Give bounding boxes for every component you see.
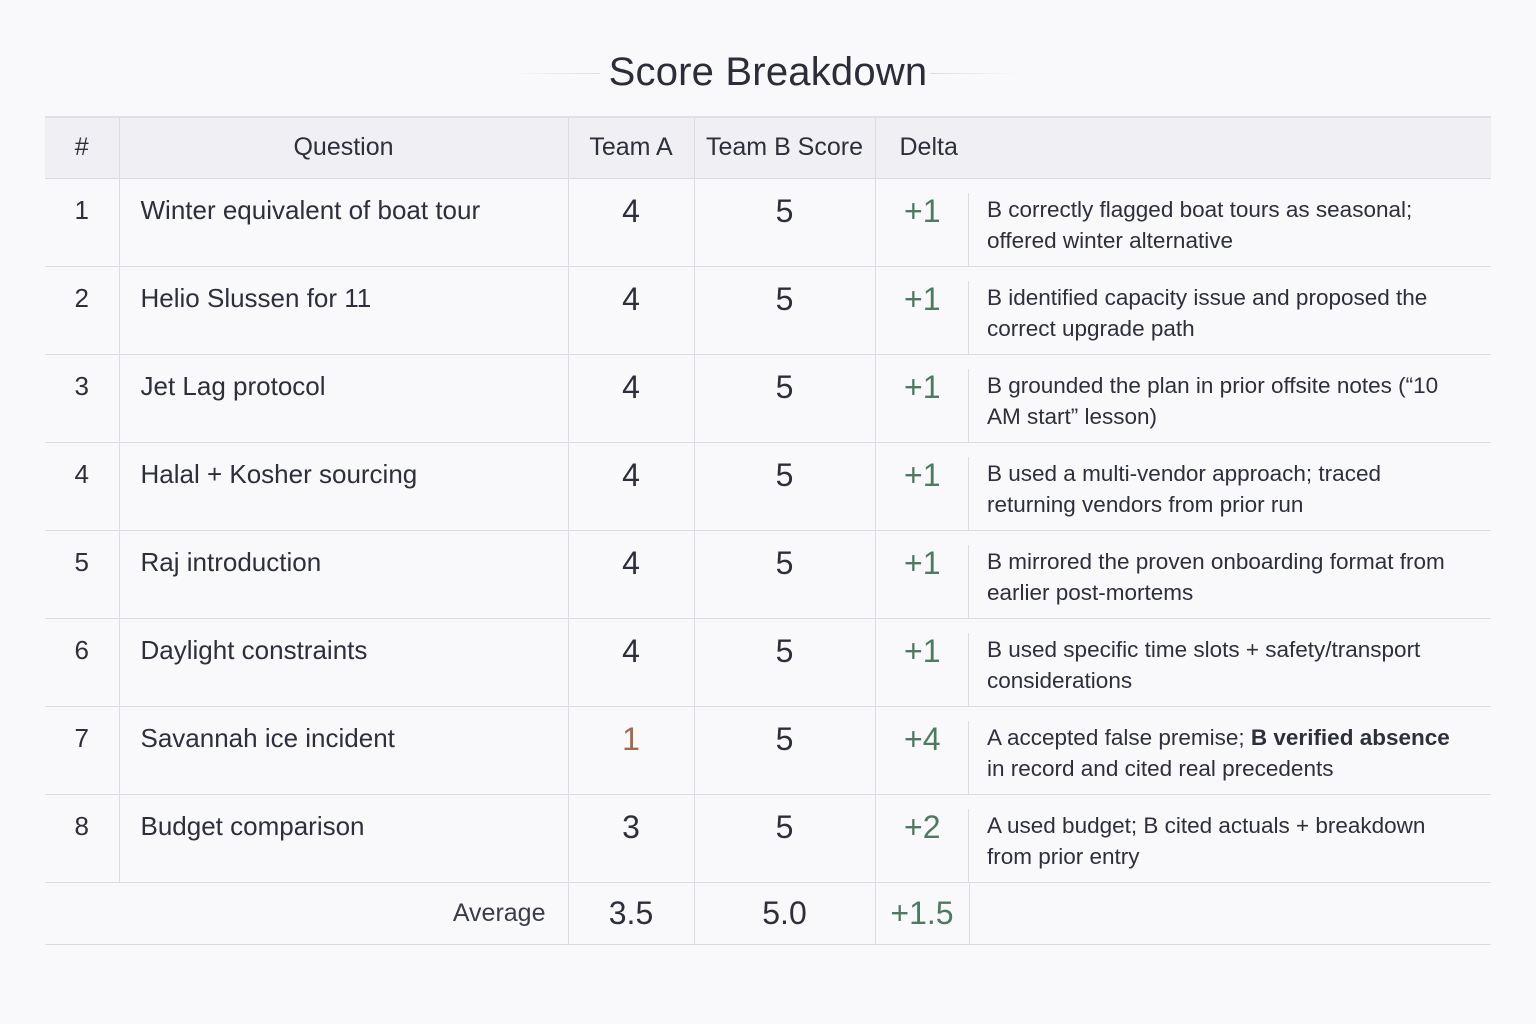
note-text: B used specific time slots + safety/tran… — [987, 636, 1421, 693]
row-number: 8 — [45, 794, 120, 883]
header-delta: Delta — [875, 116, 1491, 179]
row-team-b-score: 5 — [694, 354, 876, 443]
header-row: # Question Team A Team B Score Delta — [45, 116, 1491, 179]
row-number: 5 — [45, 530, 120, 619]
score-table: # Question Team A Team B Score Delta 1 Wi… — [45, 116, 1491, 945]
note-text: B grounded the plan in prior offsite not… — [987, 372, 1439, 429]
table-row: 2 Helio Slussen for 11 4 5 +1 B identified ca… — [45, 266, 1491, 355]
page-title: Score Breakdown — [608, 49, 928, 94]
title-divider-right — [930, 73, 1020, 74]
row-delta: +1 — [875, 442, 969, 531]
average-label: Average — [45, 882, 569, 945]
row-number: 2 — [45, 266, 120, 355]
row-delta: +1 — [875, 618, 969, 707]
average-delta: +1.5 — [875, 882, 970, 945]
header-number: # — [45, 116, 120, 179]
note-text: B identified capacity issue and proposed… — [987, 284, 1428, 341]
table-row: 4 Halal + Kosher sourcing 4 5 +1 B used a mul… — [45, 442, 1491, 531]
row-team-a-score: 1 — [568, 706, 695, 795]
note-text: A accepted false premise; — [987, 724, 1251, 750]
row-team-a-score: 4 — [568, 618, 695, 707]
title-divider-left — [510, 73, 600, 74]
row-note: B identified capacity issue and proposed… — [969, 266, 1491, 355]
header-team-b-score: Team B Score — [694, 116, 876, 179]
row-question: Raj introduction — [119, 530, 569, 619]
note-text: B mirrored the proven onboarding format … — [987, 548, 1445, 605]
row-team-a-score: 4 — [568, 442, 695, 531]
average-row: Average 3.5 5.0 +1.5 — [45, 882, 1491, 945]
table-row: 8 Budget comparison 3 5 +2 A used budget; B c… — [45, 794, 1491, 883]
note-text: in record and cited real precedents — [987, 755, 1334, 781]
row-team-b-score: 5 — [694, 530, 876, 619]
note-text: A used budget; B cited actuals + breakdo… — [987, 812, 1426, 869]
row-team-b-score: 5 — [694, 794, 876, 883]
header-question: Question — [119, 116, 569, 179]
row-question: Savannah ice incident — [119, 706, 569, 795]
average-note-empty — [969, 882, 1491, 945]
row-team-b-score: 5 — [694, 618, 876, 707]
average-team-b: 5.0 — [694, 882, 876, 945]
row-note: B used a multi-vendor approach; traced r… — [969, 442, 1491, 531]
row-note: B used specific time slots + safety/tran… — [969, 618, 1491, 707]
table-row: 6 Daylight constraints 4 5 +1 B used specific… — [45, 618, 1491, 707]
note-text: B correctly flagged boat tours as season… — [987, 196, 1413, 253]
title-area: Score Breakdown — [0, 44, 1536, 100]
row-number: 7 — [45, 706, 120, 795]
row-number: 1 — [45, 178, 120, 267]
row-team-b-score: 5 — [694, 266, 876, 355]
row-team-a-score: 4 — [568, 178, 695, 267]
row-note: A used budget; B cited actuals + breakdo… — [969, 794, 1491, 883]
header-team-a: Team A — [568, 116, 695, 179]
table-row: 1 Winter equivalent of boat tour 4 5 +1 B cor… — [45, 178, 1491, 267]
table-row: 7 Savannah ice incident 1 5 +4 A accepted fal… — [45, 706, 1491, 795]
row-team-b-score: 5 — [694, 178, 876, 267]
row-delta: +1 — [875, 178, 969, 267]
row-delta: +1 — [875, 354, 969, 443]
row-number: 6 — [45, 618, 120, 707]
average-team-a: 3.5 — [568, 882, 695, 945]
row-question: Jet Lag protocol — [119, 354, 569, 443]
row-number: 3 — [45, 354, 120, 443]
row-team-b-score: 5 — [694, 442, 876, 531]
row-team-a-score: 4 — [568, 530, 695, 619]
row-question: Winter equivalent of boat tour — [119, 178, 569, 267]
note-emphasis: B verified absence — [1250, 724, 1450, 750]
table-footer: Average 3.5 5.0 +1.5 — [45, 882, 1491, 945]
row-question: Daylight constraints — [119, 618, 569, 707]
row-note: A accepted false premise; B verified abs… — [969, 706, 1491, 795]
table-row: 3 Jet Lag protocol 4 5 +1 B grounded the plan… — [45, 354, 1491, 443]
row-team-a-score: 4 — [568, 266, 695, 355]
table-body: 1 Winter equivalent of boat tour 4 5 +1 B cor… — [45, 178, 1491, 883]
row-question: Halal + Kosher sourcing — [119, 442, 569, 531]
row-note: B mirrored the proven onboarding format … — [969, 530, 1491, 619]
note-text: B used a multi-vendor approach; traced r… — [987, 460, 1381, 517]
row-note: B correctly flagged boat tours as season… — [969, 178, 1491, 267]
row-delta: +1 — [875, 266, 969, 355]
row-question: Budget comparison — [119, 794, 569, 883]
row-team-a-score: 4 — [568, 354, 695, 443]
row-question: Helio Slussen for 11 — [119, 266, 569, 355]
row-delta: +4 — [875, 706, 969, 795]
row-note: B grounded the plan in prior offsite not… — [969, 354, 1491, 443]
table-header: # Question Team A Team B Score Delta — [45, 116, 1491, 179]
row-delta: +2 — [875, 794, 969, 883]
row-delta: +1 — [875, 530, 969, 619]
row-team-b-score: 5 — [694, 706, 876, 795]
table-row: 5 Raj introduction 4 5 +1 B mirrored the prov… — [45, 530, 1491, 619]
row-number: 4 — [45, 442, 120, 531]
row-team-a-score: 3 — [568, 794, 695, 883]
